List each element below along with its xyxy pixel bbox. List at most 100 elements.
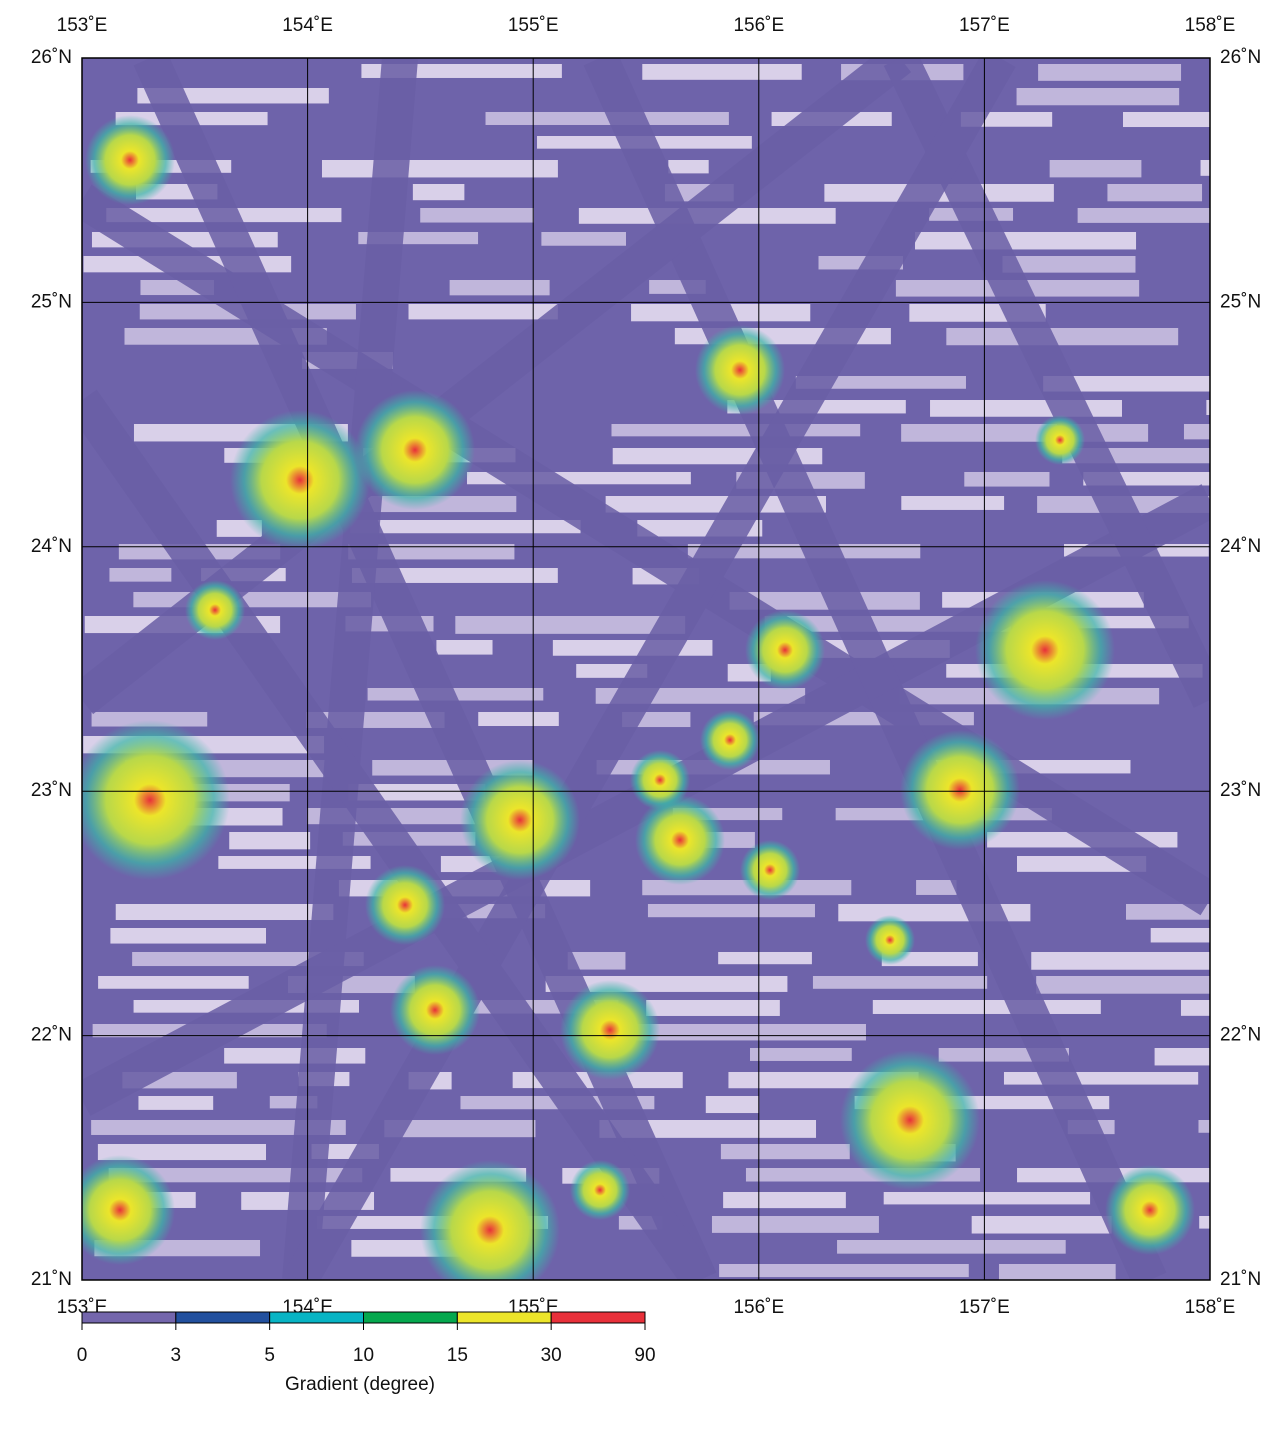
seamount (390, 965, 480, 1055)
survey-stripe (1122, 112, 1210, 128)
seamount (460, 760, 580, 880)
seamount (700, 710, 760, 770)
survey-stripe (1036, 976, 1210, 994)
lat-label-left: 25˚N (31, 291, 72, 312)
survey-stripe (1150, 928, 1210, 943)
survey-stripe (723, 1192, 846, 1209)
seamount (420, 1160, 560, 1280)
survey-stripe (915, 232, 1137, 250)
seamount (630, 750, 690, 810)
survey-stripe (1199, 1216, 1210, 1229)
lat-label-right: 25˚N (1220, 291, 1261, 312)
lon-label-top: 155˚E (508, 15, 559, 36)
lat-label-right: 24˚N (1220, 536, 1261, 557)
survey-stripe (1031, 952, 1210, 970)
survey-stripe (711, 1216, 879, 1233)
survey-stripe (1037, 496, 1210, 513)
seamount (85, 115, 175, 205)
survey-stripe (321, 160, 558, 178)
survey-stripe (916, 880, 957, 895)
colorbar-label: 5 (264, 1345, 275, 1366)
survey-stripe (930, 400, 1122, 417)
lat-label-right: 26˚N (1220, 47, 1261, 68)
colorbar-label: 3 (171, 1345, 182, 1366)
survey-stripe (964, 472, 1050, 487)
survey-stripe (718, 952, 812, 965)
survey-stripe (133, 592, 372, 608)
survey-stripe (901, 496, 1005, 510)
seamount (900, 730, 1020, 850)
survey-stripe (138, 1096, 214, 1110)
lat-label-left: 22˚N (31, 1025, 72, 1046)
survey-stripe (872, 1000, 1101, 1014)
lon-label-top: 153˚E (57, 15, 108, 36)
lon-label-top: 154˚E (282, 15, 333, 36)
survey-stripe (224, 1048, 366, 1064)
survey-stripe (1043, 376, 1210, 392)
survey-stripe (1016, 88, 1180, 106)
colorbar-segment (363, 1311, 458, 1324)
survey-stripe (812, 976, 988, 989)
survey-stripe (647, 904, 815, 918)
seamount (230, 410, 370, 550)
survey-stripe (705, 1096, 760, 1114)
survey-track (284, 58, 1016, 1280)
survey-stripe (1180, 1000, 1210, 1016)
survey-stripe (436, 640, 493, 655)
survey-stripe (350, 520, 581, 534)
seamount (560, 980, 660, 1080)
survey-stripe (971, 1216, 1112, 1234)
survey-stripe (348, 784, 486, 801)
survey-stripe (642, 64, 802, 80)
survey-stripe (552, 640, 713, 656)
colorbar-title: Gradient (degree) (285, 1374, 435, 1395)
survey-stripe (1077, 208, 1210, 223)
lat-label-right: 21˚N (1220, 1269, 1261, 1290)
colorbar-segment (175, 1311, 271, 1324)
lon-label-bottom: 156˚E (733, 1297, 784, 1318)
survey-stripe (749, 1048, 852, 1061)
lat-label-left: 23˚N (31, 780, 72, 801)
seamount (635, 795, 725, 885)
colorbar-label: 30 (541, 1345, 562, 1366)
lat-label-right: 22˚N (1220, 1025, 1261, 1046)
lon-label-top: 158˚E (1185, 15, 1236, 36)
survey-stripe (91, 712, 208, 727)
survey-stripe (455, 616, 686, 634)
survey-stripe (795, 376, 966, 389)
colorbar-label: 10 (353, 1345, 374, 1366)
colorbar-segment (456, 1311, 552, 1324)
survey-stripe (98, 976, 249, 989)
survey-stripe (1206, 400, 1210, 416)
lon-label-top: 157˚E (959, 15, 1010, 36)
survey-stripe (605, 496, 826, 513)
survey-stripe (384, 1120, 536, 1138)
survey-track (583, 58, 1167, 1280)
survey-stripe (1198, 1120, 1210, 1133)
survey-stripe (1049, 160, 1142, 178)
survey-stripe (229, 832, 311, 850)
survey-stripe (541, 232, 626, 246)
seamount (695, 325, 785, 415)
seamount (740, 840, 800, 900)
survey-stripe (1002, 256, 1136, 273)
lon-label-bottom: 158˚E (1185, 1297, 1236, 1318)
survey-stripe (1154, 1048, 1210, 1066)
survey-stripe (408, 304, 558, 320)
colorbar-segment (550, 1311, 646, 1324)
colorbar-label: 15 (447, 1345, 468, 1366)
survey-stripe (611, 424, 861, 437)
colorbar-label: 90 (634, 1345, 655, 1366)
survey-track (282, 58, 418, 1280)
lon-label-top: 156˚E (733, 15, 784, 36)
survey-stripe (1003, 1072, 1199, 1085)
survey-stripe (115, 904, 334, 921)
survey-stripe (998, 1264, 1116, 1280)
survey-stripe (1183, 424, 1210, 440)
seamount (975, 580, 1115, 720)
seamount (82, 1155, 175, 1265)
survey-stripe (485, 112, 729, 125)
survey-stripe (478, 712, 559, 727)
